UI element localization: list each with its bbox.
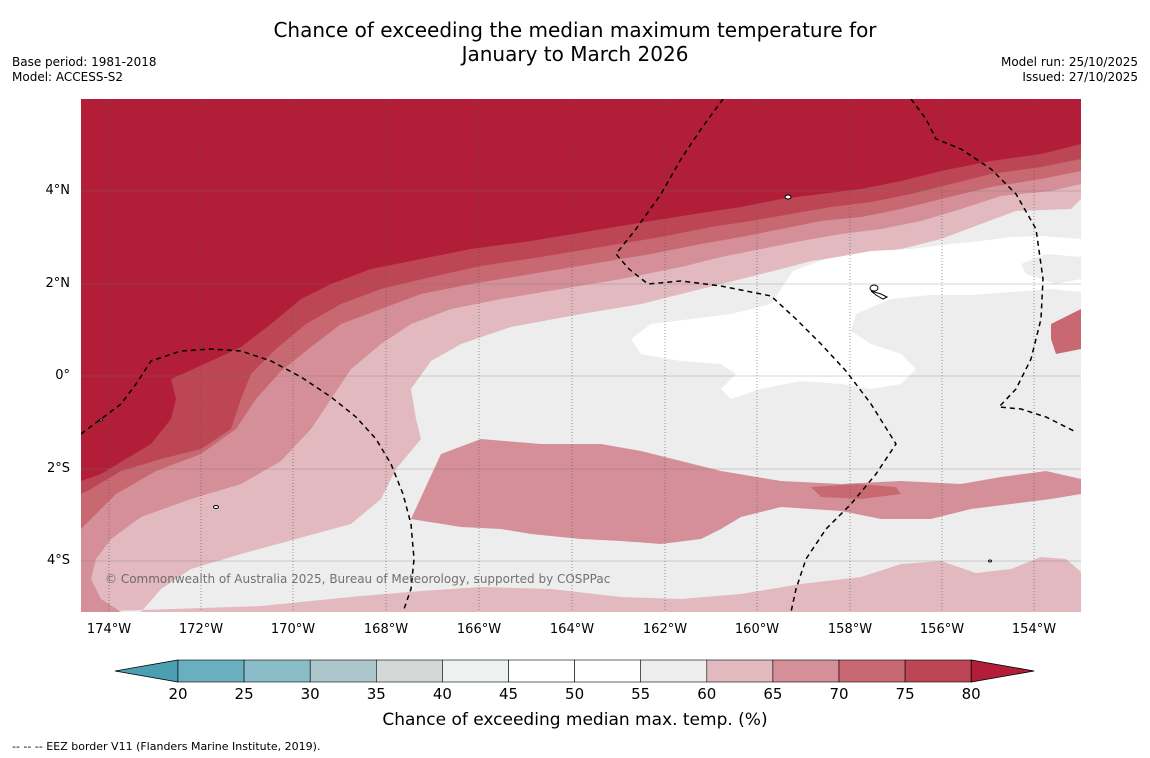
colorbar-title: Chance of exceeding median max. temp. (%… <box>382 710 768 730</box>
lon-label-154w: 154°W <box>1011 622 1057 637</box>
colorbar-arrow-low <box>114 659 179 683</box>
lon-label-162w: 162°W <box>642 622 688 637</box>
colorbar-cell-30-35 <box>309 659 377 683</box>
band-80-plus <box>81 99 1081 481</box>
lon-label-170w: 170°W <box>270 622 316 637</box>
colorbar-cell-50-55 <box>574 659 642 683</box>
colorbar-arrow-high <box>970 659 1035 683</box>
colorbar-tick-65: 65 <box>763 685 783 703</box>
colorbar-cell-45-50 <box>508 659 575 683</box>
colorbar-tick-75: 75 <box>895 685 915 703</box>
model-run: Model run: 25/10/2025 <box>1000 55 1138 69</box>
eez-footnote: -- -- -- EEZ border V11 (Flanders Marine… <box>12 740 321 753</box>
model-name: Model: ACCESS-S2 <box>12 70 124 84</box>
base-period: Base period: 1981-2018 <box>12 55 157 69</box>
colorbar-tick-60: 60 <box>697 685 717 703</box>
colorbar-tick-45: 45 <box>498 685 519 703</box>
colorbar-tick-30: 30 <box>300 685 320 703</box>
lat-label-2s: 2°S <box>46 461 70 476</box>
islands <box>99 194 992 563</box>
colorbar-tick-35: 35 <box>366 685 386 703</box>
colorbar-cell-60-65 <box>706 659 774 683</box>
lat-label-0: 0° <box>55 368 70 383</box>
map-title: Chance of exceeding the median maximum t… <box>0 18 1150 66</box>
colorbar-cell-70-75 <box>838 659 906 683</box>
colorbar <box>114 659 1035 683</box>
issued-date: Issued: 27/10/2025 <box>1022 70 1138 84</box>
colorbar-tick-70: 70 <box>829 685 849 703</box>
lon-label-156w: 156°W <box>919 622 965 637</box>
colorbar-cell-75-80 <box>904 659 972 683</box>
meta-left: Base period: 1981-2018 Model: ACCESS-S2 <box>12 55 157 85</box>
lon-label-164w: 164°W <box>549 622 595 637</box>
lon-label-160w: 160°W <box>734 622 780 637</box>
meta-right: Model run: 25/10/2025 Issued: 27/10/2025 <box>1001 55 1138 85</box>
band-45-55 <box>631 236 1081 399</box>
colorbar-cell-40-45 <box>442 659 509 683</box>
colorbar-cell-20-25 <box>177 659 245 683</box>
colorbar-cell-25-30 <box>243 659 311 683</box>
map-area[interactable] <box>81 99 1081 612</box>
colorbar-cell-65-70 <box>772 659 840 683</box>
colorbar-tick-40: 40 <box>432 685 452 703</box>
colorbar-cell-55-60 <box>640 659 708 683</box>
lat-label-4n: 4°N <box>45 183 71 198</box>
title-line-1: Chance of exceeding the median maximum t… <box>273 18 877 42</box>
lon-label-168w: 168°W <box>363 622 409 637</box>
forecast-map <box>81 99 1081 612</box>
colorbar-cell-35-40 <box>375 659 443 683</box>
eez-borders <box>81 99 1077 612</box>
latitude-lines <box>81 190 1081 562</box>
lon-label-172w: 172°W <box>178 622 224 637</box>
lat-label-2n: 2°N <box>45 276 71 291</box>
lon-label-158w: 158°W <box>827 622 873 637</box>
lon-label-174w: 174°W <box>86 622 132 637</box>
colorbar-tick-25: 25 <box>234 685 254 703</box>
colorbar-tick-20: 20 <box>168 685 188 703</box>
colorbar-tick-50: 50 <box>565 685 585 703</box>
lat-label-4s: 4°S <box>46 553 70 568</box>
lon-label-166w: 166°W <box>456 622 502 637</box>
colorbar-tick-55: 55 <box>631 685 651 703</box>
colorbar-cells <box>114 659 1035 683</box>
colorbar-tick-80: 80 <box>961 685 981 703</box>
band-55-60-pocket <box>1021 254 1081 284</box>
copyright-text: © Commonwealth of Australia 2025, Bureau… <box>105 572 611 586</box>
title-line-2: January to March 2026 <box>461 42 689 66</box>
